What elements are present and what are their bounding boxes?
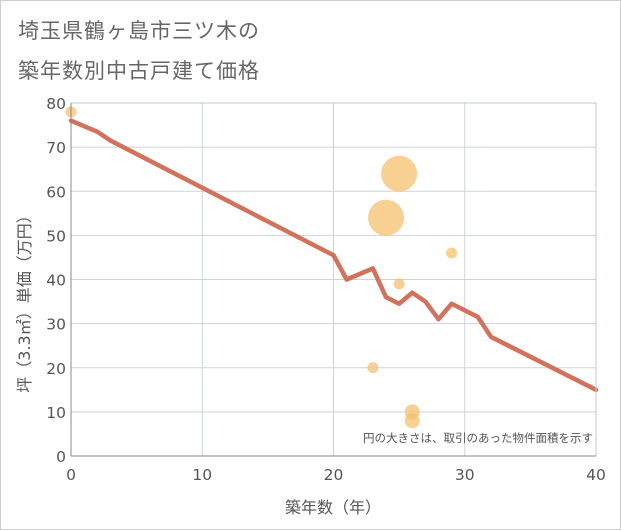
bubble-size-note: 円の大きさは、取引のあった物件面積を示す — [363, 431, 593, 445]
chart-title-line-1: 埼玉県鶴ヶ島市三ツ木の — [18, 19, 260, 43]
chart-title-line-2: 築年数別中古戸建て価格 — [18, 59, 260, 83]
data-point — [381, 155, 418, 192]
y-tick-label: 80 — [46, 95, 66, 113]
y-tick-label: 10 — [46, 404, 66, 422]
x-tick-label: 40 — [586, 466, 606, 484]
data-point — [446, 247, 458, 259]
y-tick-label: 60 — [46, 183, 66, 201]
y-tick-label: 20 — [46, 360, 66, 378]
x-axis-label: 築年数（年） — [285, 498, 381, 517]
data-point — [393, 278, 405, 290]
x-tick-label: 20 — [324, 466, 344, 484]
data-points — [65, 106, 458, 429]
y-tick-labels: 0 10 20 30 40 50 60 70 80 — [46, 95, 66, 466]
trend-line — [68, 118, 599, 393]
y-tick-label: 30 — [46, 316, 66, 334]
y-axis-label: 坪（3.3㎡）単価（万円） — [15, 207, 34, 392]
x-tick-label: 30 — [455, 466, 475, 484]
x-tick-label: 10 — [192, 466, 212, 484]
data-point — [367, 362, 379, 374]
y-tick-label: 50 — [46, 227, 66, 245]
y-tick-label: 0 — [56, 448, 66, 466]
data-point — [404, 413, 420, 429]
y-tick-label: 40 — [46, 272, 66, 290]
x-tick-labels: 0 10 20 30 40 — [66, 466, 606, 484]
y-tick-label: 70 — [46, 139, 66, 157]
x-tick-label: 0 — [66, 466, 76, 484]
data-point — [368, 199, 404, 236]
